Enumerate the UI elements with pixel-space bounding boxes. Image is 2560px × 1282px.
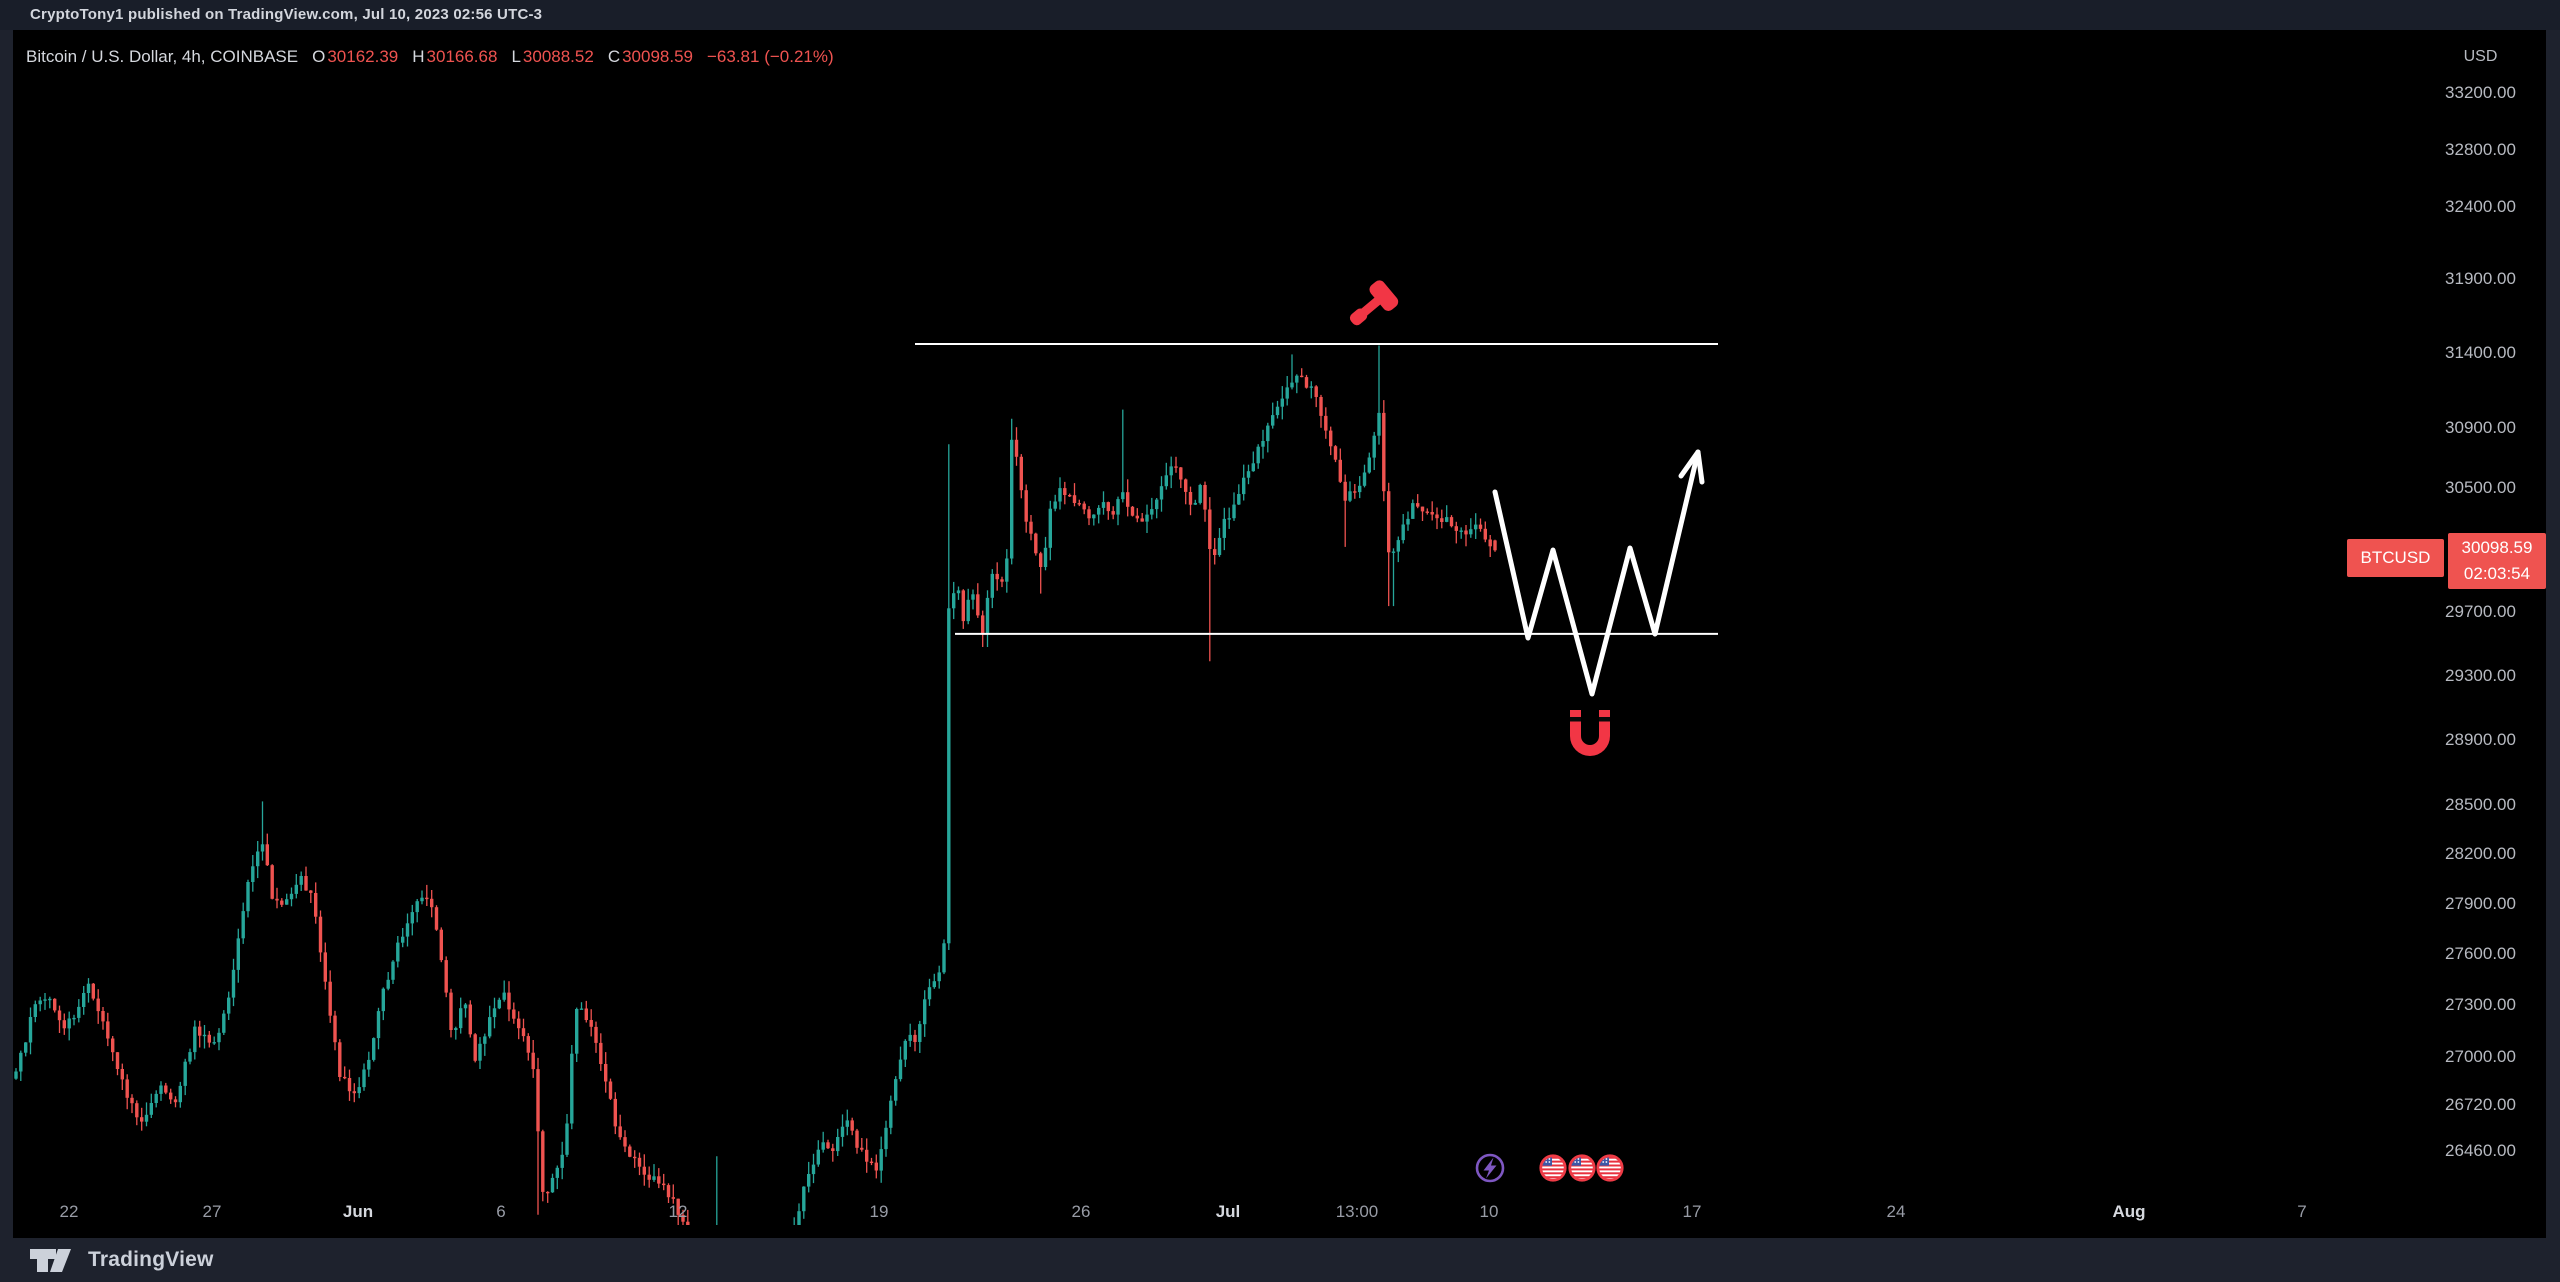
time-tick: 10 xyxy=(1479,1202,1499,1221)
close-label: C xyxy=(607,47,621,66)
time-tick: 19 xyxy=(869,1202,889,1221)
price-tick: 28200.00 xyxy=(2445,844,2516,863)
close-pair: C 30098.59 xyxy=(608,47,693,67)
price-tick: 33200.00 xyxy=(2445,83,2516,102)
bar-countdown: 02:03:54 xyxy=(2463,564,2531,583)
symbol-title: Bitcoin / U.S. Dollar, 4h, COINBASE xyxy=(26,47,299,66)
currency-label: USD xyxy=(2463,48,2498,65)
event-flag-icon[interactable] xyxy=(1539,1154,1567,1182)
left-edge-strip xyxy=(0,30,13,1238)
time-tick: 24 xyxy=(1886,1202,1906,1221)
time-tick: 6 xyxy=(496,1202,506,1221)
brand-name[interactable]: TradingView xyxy=(88,1248,214,1271)
low-value: 30088.52 xyxy=(522,47,594,66)
ohlc-legend[interactable]: Bitcoin / U.S. Dollar, 4h, COINBASE O 301… xyxy=(26,47,834,67)
price-tick: 32800.00 xyxy=(2445,140,2516,159)
high-label: H xyxy=(412,47,425,66)
price-tick: 27600.00 xyxy=(2445,944,2516,963)
price-tick: 26460.00 xyxy=(2445,1141,2516,1160)
high-value: 30166.68 xyxy=(426,47,498,66)
high-pair: H 30166.68 xyxy=(412,47,497,67)
open-label: O xyxy=(312,47,326,66)
right-scrollbar-strip xyxy=(2546,30,2560,1238)
low-label: L xyxy=(511,47,521,66)
last-price-label: 30098.59 02:03:54 xyxy=(2448,533,2546,589)
price-tick: 30900.00 xyxy=(2445,418,2516,437)
time-tick: 17 xyxy=(1682,1202,1702,1221)
candles xyxy=(14,345,1497,1225)
price-tick: 32400.00 xyxy=(2445,197,2516,216)
open-value: 30162.39 xyxy=(327,47,399,66)
time-tick: 7 xyxy=(2297,1202,2307,1221)
price-tick: 27000.00 xyxy=(2445,1047,2516,1066)
price-tick: 28500.00 xyxy=(2445,795,2516,814)
symbol-badge: BTCUSD xyxy=(2347,539,2444,577)
time-tick: Jul xyxy=(1215,1202,1241,1221)
time-tick: 22 xyxy=(59,1202,79,1221)
price-tick: 30500.00 xyxy=(2445,478,2516,497)
projection-zigzag[interactable] xyxy=(1492,449,1701,697)
last-price-value: 30098.59 xyxy=(2461,538,2533,557)
price-tick: 31400.00 xyxy=(2445,343,2516,362)
event-flag-icon[interactable] xyxy=(1596,1154,1624,1182)
event-lightning-icon[interactable] xyxy=(1475,1153,1505,1183)
price-tick: 31900.00 xyxy=(2445,269,2516,288)
arrow-head-icon xyxy=(1678,449,1705,485)
time-tick: Aug xyxy=(2112,1202,2146,1221)
price-tick: 27900.00 xyxy=(2445,894,2516,913)
open-pair: O 30162.39 xyxy=(312,47,398,67)
top-bar: CryptoTony1 published on TradingView.com… xyxy=(0,0,2560,30)
price-tick: 27300.00 xyxy=(2445,995,2516,1014)
time-tick: 12 xyxy=(668,1202,688,1221)
time-tick: 27 xyxy=(202,1202,222,1221)
hammer-icon[interactable] xyxy=(1342,278,1401,335)
price-tick: 28900.00 xyxy=(2445,730,2516,749)
price-tick: 29300.00 xyxy=(2445,666,2516,685)
price-tick: 29700.00 xyxy=(2445,602,2516,621)
publish-info: CryptoTony1 published on TradingView.com… xyxy=(30,6,543,23)
magnet-icon[interactable] xyxy=(1570,710,1610,756)
close-value: 30098.59 xyxy=(622,47,693,66)
footer-bar: TradingView xyxy=(0,1238,2560,1282)
time-tick: 26 xyxy=(1071,1202,1091,1221)
time-tick: 13:00 xyxy=(1335,1202,1379,1221)
low-pair: L 30088.52 xyxy=(511,47,593,67)
event-flag-icon[interactable] xyxy=(1568,1154,1596,1182)
tradingview-logo-icon[interactable] xyxy=(28,1246,74,1274)
time-tick: Jun xyxy=(342,1202,374,1221)
price-tick: 26720.00 xyxy=(2445,1095,2516,1114)
change-value: −63.81 (−0.21%) xyxy=(707,47,834,66)
